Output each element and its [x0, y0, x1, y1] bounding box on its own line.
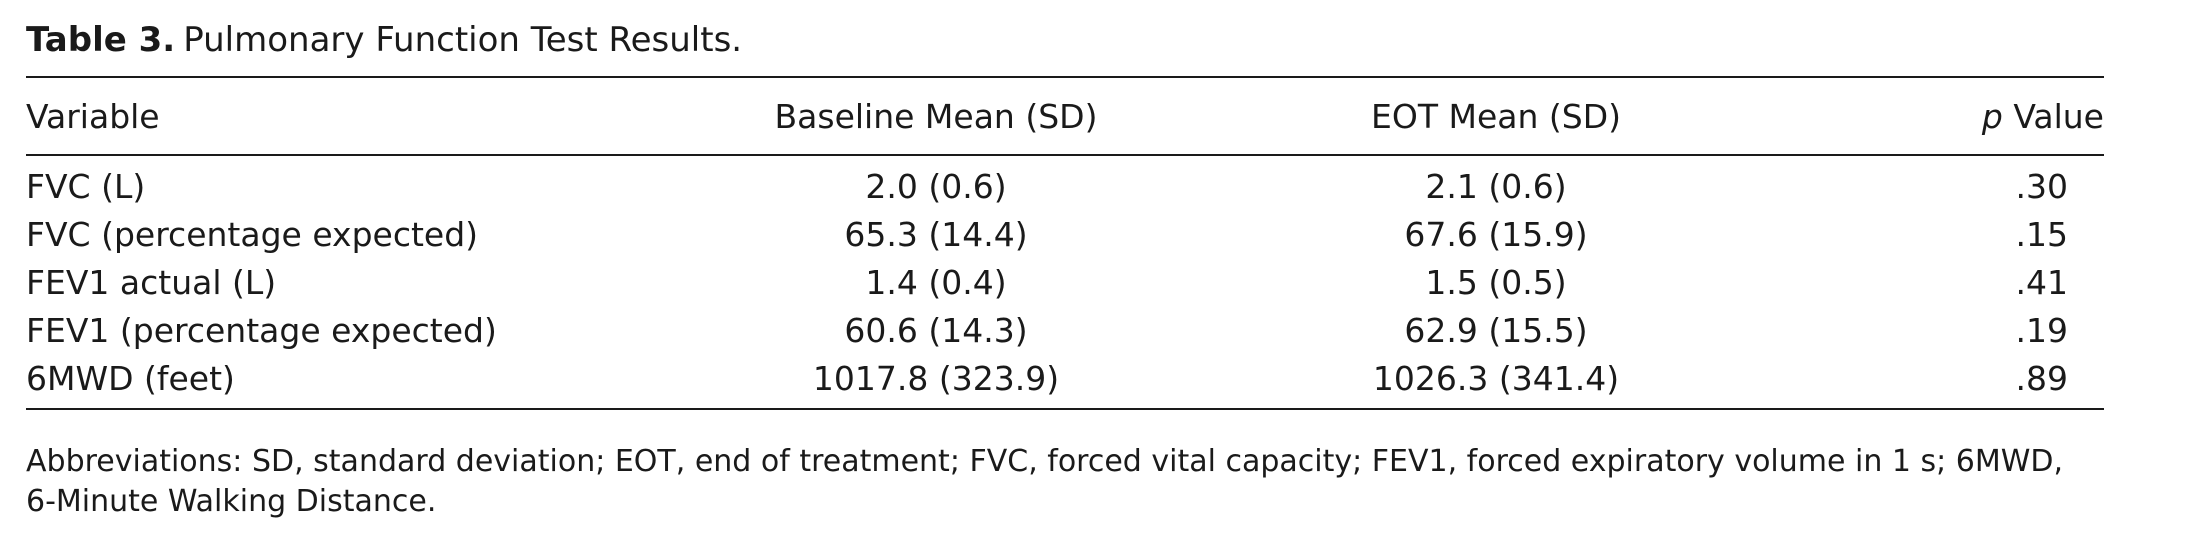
cell-eot: 67.6 (15.9) [1404, 214, 1588, 254]
table-row: FEV1 actual (L) 1.4 (0.4) 1.5 (0.5) .41 [26, 258, 2104, 306]
cell-baseline: 60.6 (14.3) [844, 310, 1028, 350]
results-table: Variable Baseline Mean (SD) EOT Mean (SD… [26, 78, 2104, 408]
table-caption: Table 3. Pulmonary Function Test Results. [26, 18, 742, 62]
results-table-container: Variable Baseline Mean (SD) EOT Mean (SD… [26, 76, 2104, 410]
table-label: Table 3. [26, 20, 176, 60]
cell-p-value: .30 [2015, 166, 2068, 206]
cell-baseline: 1017.8 (323.9) [812, 358, 1060, 398]
cell-eot: 62.9 (15.5) [1404, 310, 1588, 350]
cell-baseline: 1.4 (0.4) [865, 262, 1007, 302]
table-row: 6MWD (feet) 1017.8 (323.9) 1026.3 (341.4… [26, 354, 2104, 408]
cell-p-value: .15 [2015, 214, 2068, 254]
cell-variable: FEV1 (percentage expected) [26, 310, 497, 350]
cell-p-value: .19 [2015, 310, 2068, 350]
table-row: FVC (percentage expected) 65.3 (14.4) 67… [26, 210, 2104, 258]
header-eot: EOT Mean (SD) [1371, 96, 1621, 136]
cell-variable: FVC (L) [26, 166, 146, 206]
cell-variable: 6MWD (feet) [26, 358, 235, 398]
header-baseline: Baseline Mean (SD) [774, 96, 1098, 136]
cell-baseline: 2.0 (0.6) [865, 166, 1007, 206]
cell-baseline: 65.3 (14.4) [844, 214, 1028, 254]
table-body: FVC (L) 2.0 (0.6) 2.1 (0.6) .30 FVC (per… [26, 156, 2104, 408]
bottom-rule [26, 408, 2104, 410]
top-rule [26, 76, 2104, 78]
table-row: FEV1 (percentage expected) 60.6 (14.3) 6… [26, 306, 2104, 354]
cell-variable: FEV1 actual (L) [26, 262, 277, 302]
header-rule [26, 154, 2104, 156]
cell-variable: FVC (percentage expected) [26, 214, 479, 254]
table-row: FVC (L) 2.0 (0.6) 2.1 (0.6) .30 [26, 156, 2104, 210]
cell-eot: 1026.3 (341.4) [1372, 358, 1620, 398]
header-variable: Variable [26, 96, 160, 136]
cell-eot: 2.1 (0.6) [1425, 166, 1567, 206]
header-p-value: p Value [1786, 78, 2104, 154]
table-title: Pulmonary Function Test Results. [183, 20, 743, 60]
table-header: Variable Baseline Mean (SD) EOT Mean (SD… [26, 78, 2104, 156]
header-row: Variable Baseline Mean (SD) EOT Mean (SD… [26, 78, 2104, 154]
cell-p-value: .89 [2015, 358, 2068, 398]
header-p-rest: Value [2002, 96, 2104, 136]
header-p-italic: p [1981, 96, 2003, 136]
cell-p-value: .41 [2015, 262, 2068, 302]
table-footnote: Abbreviations: SD, standard deviation; E… [26, 444, 2064, 519]
cell-eot: 1.5 (0.5) [1425, 262, 1567, 302]
